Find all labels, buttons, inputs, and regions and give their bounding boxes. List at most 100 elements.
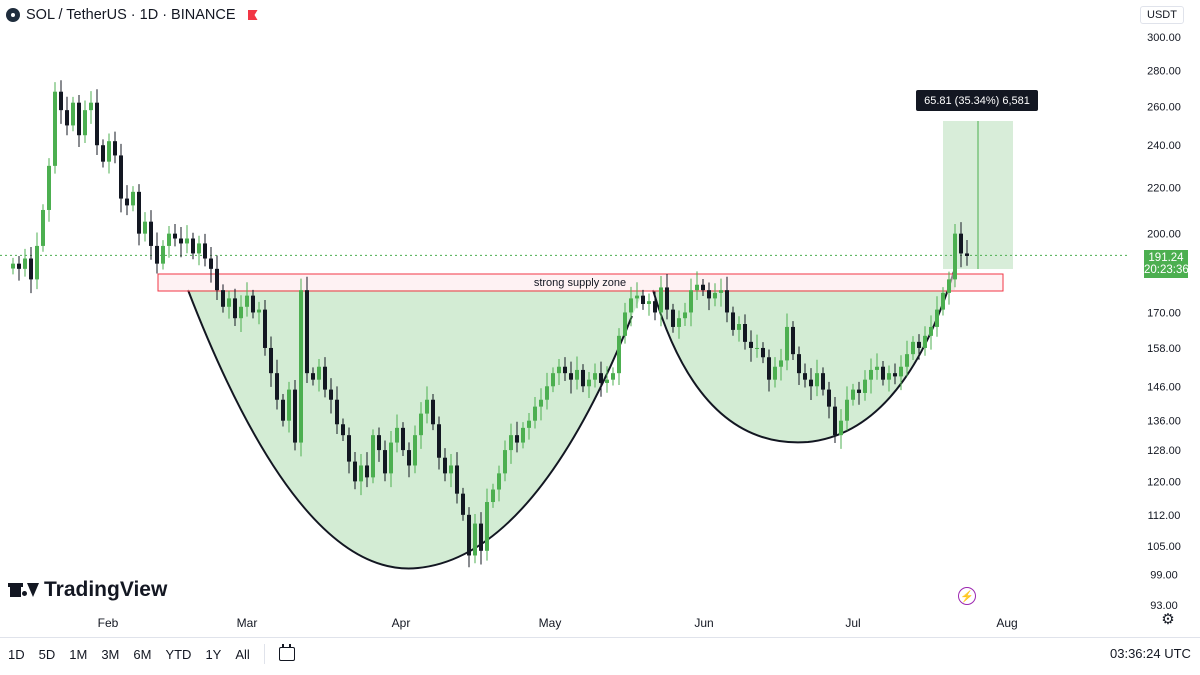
y-tick-label: 93.00: [1150, 600, 1178, 612]
candle-body: [455, 465, 459, 494]
candle-body: [791, 326, 795, 355]
y-tick-label: 105.00: [1147, 541, 1181, 553]
range-ytd-button[interactable]: YTD: [165, 646, 192, 662]
candle-body: [689, 290, 693, 313]
candle-body: [605, 379, 609, 383]
flag-icon[interactable]: [247, 10, 258, 20]
candle-body: [353, 461, 357, 482]
candle-body: [137, 191, 141, 234]
cup-curve-left: [187, 289, 633, 570]
candle-body: [125, 198, 129, 206]
candle-body: [509, 435, 513, 451]
candle-body: [131, 191, 135, 206]
price-unit-button[interactable]: USDT: [1140, 6, 1184, 24]
range-toolbar: 1D 5D 1M 3M 6M YTD 1Y All: [8, 642, 295, 666]
candle-body: [257, 309, 261, 313]
chart-header[interactable]: SOL / TetherUS · 1D · BINANCE: [6, 4, 258, 26]
candle-body: [35, 245, 39, 280]
candle-body: [713, 292, 717, 299]
range-1m-button[interactable]: 1M: [69, 646, 88, 662]
range-all-button[interactable]: All: [235, 646, 250, 662]
candle-body: [263, 309, 267, 348]
candle-body: [371, 435, 375, 478]
candle-body: [341, 424, 345, 436]
y-tick-label: 120.00: [1147, 476, 1181, 488]
range-5d-button[interactable]: 5D: [38, 646, 56, 662]
candle-body: [635, 295, 639, 299]
candle-body: [821, 373, 825, 390]
sol-coin-icon: [6, 8, 20, 22]
y-tick-label: 240.00: [1147, 140, 1181, 152]
range-3m-button[interactable]: 3M: [101, 646, 120, 662]
candle-body: [671, 309, 675, 327]
candle-body: [497, 473, 501, 490]
price-chart[interactable]: strong supply zone 300.00 280.00 260.00 240…: [0, 0, 1200, 637]
measure-label: 65.81 (35.34%) 6,581: [924, 95, 1030, 107]
range-1y-button[interactable]: 1Y: [205, 646, 222, 662]
candle-body: [149, 221, 153, 246]
brand-name: TradingView: [44, 578, 168, 601]
candle-body: [41, 209, 45, 246]
range-1d-button[interactable]: 1D: [8, 646, 25, 662]
y-tick-label: 112.00: [1148, 510, 1181, 522]
candle-body: [851, 389, 855, 400]
candle-body: [269, 347, 273, 374]
candle-body: [29, 258, 33, 280]
candle-body: [887, 373, 891, 380]
y-tick-label: 260.00: [1147, 101, 1181, 113]
candle-body: [929, 326, 933, 336]
candle-body: [827, 389, 831, 407]
candle-body: [557, 366, 561, 374]
candle-body: [419, 413, 423, 436]
candle-body: [473, 523, 477, 556]
candle-body: [431, 399, 435, 425]
candle-body: [107, 141, 111, 162]
candle-body: [809, 379, 813, 387]
candle-body: [281, 399, 285, 421]
candle-body: [581, 369, 585, 387]
candle-body: [215, 268, 219, 291]
candle-body: [179, 238, 183, 244]
candle-body: [863, 379, 867, 393]
candle-body: [803, 373, 807, 380]
tradingview-logo: TradingView: [8, 578, 168, 602]
candle-body: [779, 360, 783, 367]
utc-clock[interactable]: 03:36:24 UTC: [1110, 646, 1191, 661]
candle-body: [335, 399, 339, 425]
candle-body: [833, 406, 837, 436]
x-tick-label: Feb: [98, 616, 119, 630]
candle-body: [641, 295, 645, 304]
gear-icon[interactable]: ⚙: [1161, 611, 1175, 628]
candle-body: [935, 309, 939, 327]
time-axis: Feb Mar Apr May Jun Jul Aug: [98, 616, 1018, 630]
candle-body: [305, 290, 309, 374]
candle-body: [197, 243, 201, 254]
candle-body: [953, 233, 957, 280]
candle-body: [839, 420, 843, 436]
candle-body: [569, 373, 573, 380]
candle-body: [761, 347, 765, 358]
y-tick-label: 200.00: [1147, 229, 1181, 241]
candle-body: [365, 465, 369, 478]
candle-body: [143, 221, 147, 234]
lightning-icon[interactable]: ⚡: [958, 587, 976, 605]
candle-body: [545, 386, 549, 400]
candle-body: [485, 502, 489, 551]
candle-body: [83, 110, 87, 136]
candle-body: [743, 324, 747, 342]
x-tick-label: Jul: [845, 616, 860, 630]
range-6m-button[interactable]: 6M: [133, 646, 152, 662]
candle-body: [869, 369, 873, 380]
candle-body: [17, 263, 21, 269]
candle-body: [533, 406, 537, 421]
candle-body: [461, 493, 465, 515]
candle-body: [101, 145, 105, 162]
candle-body: [275, 373, 279, 400]
candle-body: [905, 354, 909, 367]
candle-body: [881, 366, 885, 380]
toolbar-separator: [263, 644, 265, 664]
candle-body: [95, 102, 99, 146]
calendar-range-icon[interactable]: [278, 644, 295, 661]
y-tick-label: 136.00: [1147, 416, 1181, 428]
candle-body: [437, 424, 441, 458]
